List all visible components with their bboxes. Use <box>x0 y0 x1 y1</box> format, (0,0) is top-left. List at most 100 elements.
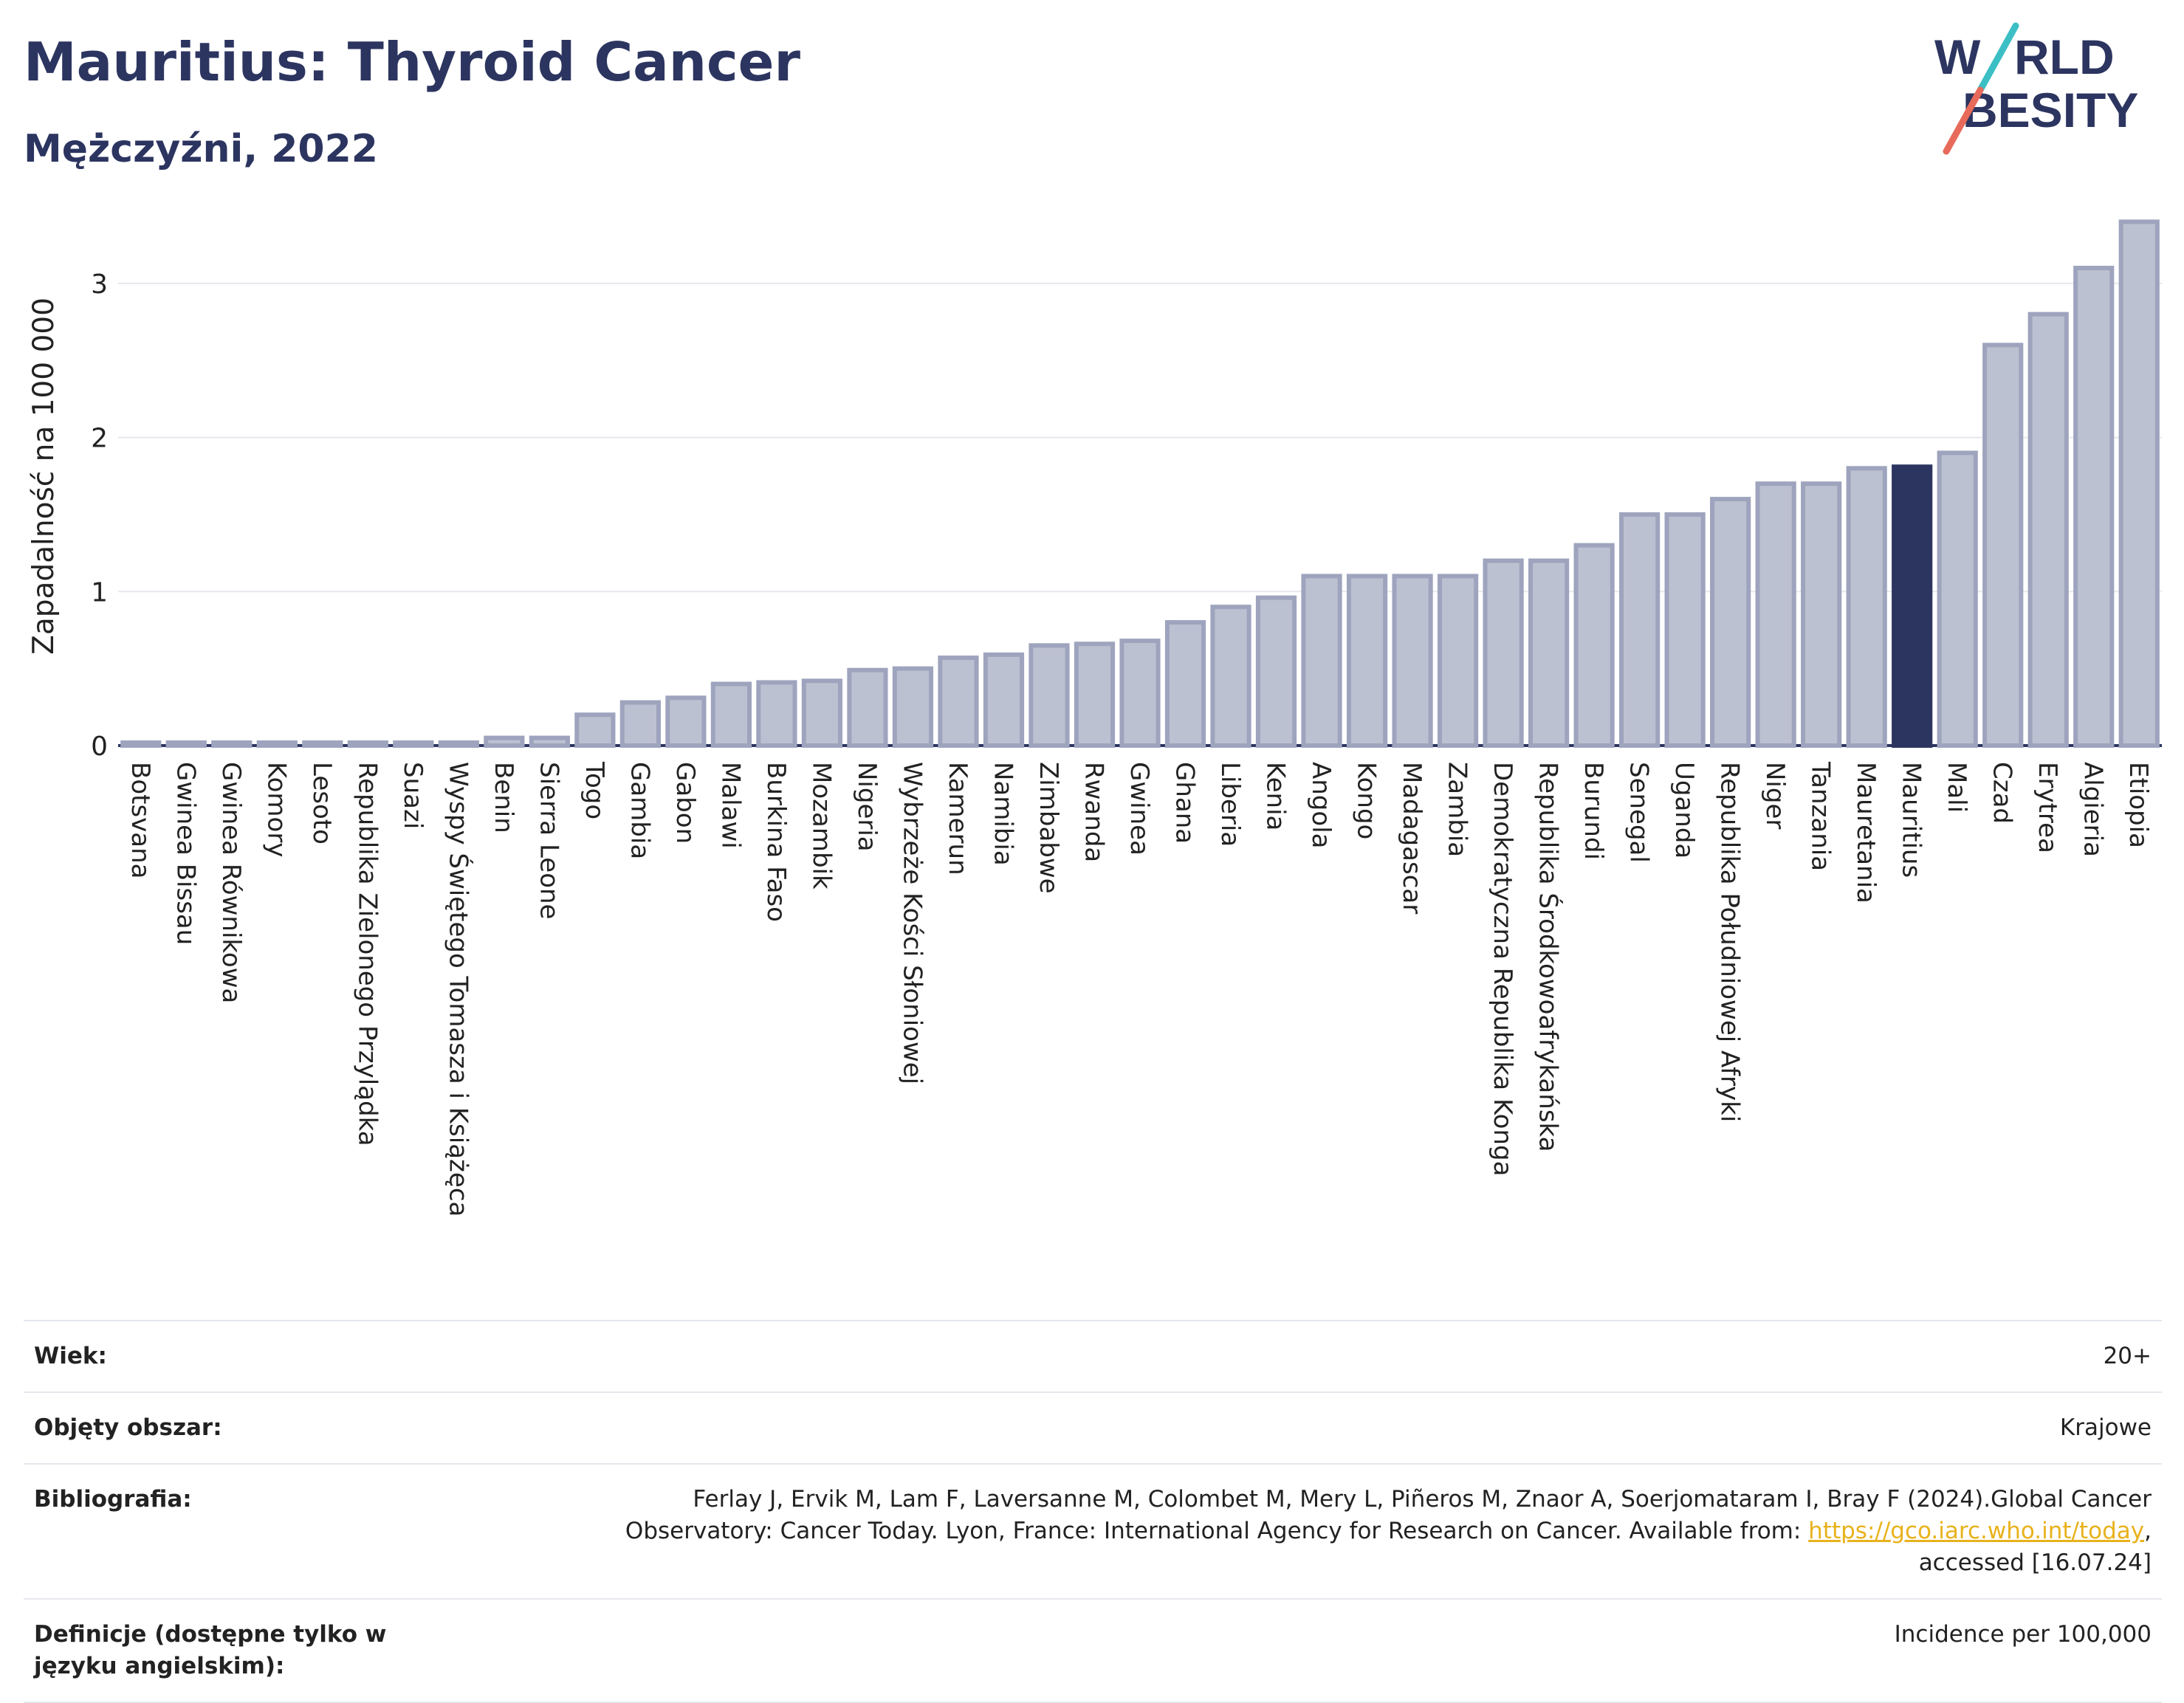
x-tick-labels: Botsvana Gwinea Bissau Gwinea Równikowa Kom… <box>126 761 2153 1217</box>
bar-gambia <box>619 700 661 749</box>
x-tick-label: Nigeria <box>852 762 882 852</box>
x-tick-label: Etiopia <box>2123 762 2153 848</box>
x-tick-label: Wyspy Świętego Tomasza i Książęca <box>443 762 473 1217</box>
x-tick-label: Madagascar <box>1397 762 1426 914</box>
bar-niger <box>1755 481 1796 749</box>
bar-madagascar <box>1392 574 1433 748</box>
x-tick-label: Republika Zielonego Przylądka <box>352 762 382 1146</box>
x-tick-label: Kamerun <box>943 762 972 875</box>
x-tick-label: Senegal <box>1624 762 1654 863</box>
bar-republika-środkowoafrykańska <box>1528 558 1570 749</box>
svg-text:RLD: RLD <box>2014 30 2115 84</box>
x-tick-label: Burundi <box>1579 762 1608 860</box>
bar-botsvana <box>120 740 162 748</box>
bar-suazi <box>393 740 434 748</box>
page-subtitle: Mężczyźni, 2022 <box>24 127 378 171</box>
bars <box>120 219 2160 749</box>
definitions-value: Incidence per 100,000 <box>1894 1621 2152 1648</box>
info-table: Wiek: 20+ Objęty obszar: Krajowe Bibliog… <box>24 1320 2162 1703</box>
x-tick-label: Erytrea <box>2033 762 2062 853</box>
x-tick-label: Angola <box>1306 762 1336 848</box>
bar-gabon <box>665 695 707 748</box>
bar-rwanda <box>1074 641 1116 748</box>
bar-republika-południowej-afryki <box>1710 497 1751 749</box>
bibliography-line-1: Ferlay J, Ervik M, Lam F, Laversanne M, … <box>693 1486 2152 1513</box>
x-tick-label: Gambia <box>625 762 654 859</box>
svg-text:W: W <box>1934 30 1981 84</box>
x-tick-label: Mauretania <box>1851 762 1881 904</box>
y-axis-label: Zapadalność na 100 000 <box>27 297 61 655</box>
bar-burkina-faso <box>756 680 797 748</box>
x-tick-label: Czad <box>1988 762 2017 824</box>
footer-row-bibliography: Bibliografia: Ferlay J, Ervik M, Lam F, … <box>24 1463 2162 1598</box>
y-tick-label: 1 <box>91 577 108 608</box>
x-tick-label: Benin <box>489 762 518 833</box>
x-tick-label: Republika Południowej Afryki <box>1715 762 1745 1122</box>
x-tick-label: Botsvana <box>126 762 155 879</box>
bar-etiopia <box>2118 219 2160 749</box>
bar-mauretania <box>1846 466 1887 748</box>
bibliography-line-3: accessed [16.07.24] <box>1918 1549 2152 1576</box>
bar-wyspy-świętego-tomasza-i-książęca <box>438 740 479 748</box>
footer-row-area: Objęty obszar: Krajowe <box>24 1391 2162 1463</box>
bar-demokratyczna-republika-konga <box>1483 558 1524 749</box>
age-key: Wiek: <box>34 1343 107 1369</box>
bar-kenia <box>1255 595 1297 748</box>
world-obesity-logo: W RLD BESITY <box>1934 22 2138 155</box>
x-tick-label: Gabon <box>670 762 700 844</box>
x-tick-label: Komory <box>261 762 291 857</box>
bar-gwinea <box>1119 639 1161 749</box>
source-link[interactable]: https://gco.iarc.who.int/today <box>1808 1518 2145 1544</box>
bibliography-line-2: Observatory: Cancer Today. Lyon, France:… <box>625 1518 1809 1544</box>
y-tick-label: 2 <box>91 424 108 454</box>
footer-row-age: Wiek: 20+ <box>24 1320 2162 1391</box>
bar-wybrzeże-kości-słoniowej <box>892 666 934 748</box>
bar-tanzania <box>1801 481 1842 749</box>
x-tick-label: Gwinea Bissau <box>171 762 200 945</box>
x-tick-label: Zambia <box>1443 762 1472 857</box>
bar-nigeria <box>847 667 888 749</box>
bar-czad <box>1982 343 2024 748</box>
bar-liberia <box>1210 605 1251 748</box>
x-tick-label: Rwanda <box>1079 762 1108 862</box>
bar-malawi <box>710 681 752 748</box>
x-tick-label: Ghana <box>1170 762 1200 844</box>
x-tick-label: Zimbabwe <box>1034 762 1063 894</box>
x-tick-label: Niger <box>1760 762 1790 829</box>
x-tick-label: Uganda <box>1669 762 1699 859</box>
y-tick-label: 3 <box>91 269 108 300</box>
age-value: 20+ <box>2103 1343 2152 1369</box>
bar-zambia <box>1437 574 1479 748</box>
bibliography-value: Ferlay J, Ervik M, Lam F, Laversanne M, … <box>477 1484 2152 1579</box>
x-tick-label: Gwinea <box>1124 762 1154 856</box>
definitions-key: Definicje (dostępne tylko w języku angie… <box>34 1621 387 1679</box>
x-tick-label: Liberia <box>1215 762 1245 847</box>
x-tick-label: Tanzania <box>1806 761 1836 871</box>
bar-lesoto <box>302 740 343 748</box>
bar-kamerun <box>938 656 979 748</box>
page-title: Mauritius: Thyroid Cancer <box>24 31 801 93</box>
bar-benin <box>484 735 525 749</box>
bar-republika-zielonego-przylądka <box>347 740 388 748</box>
bar-gwinea-bissau <box>165 740 207 748</box>
footer-row-definitions: Definicje (dostępne tylko w języku angie… <box>24 1598 2162 1703</box>
x-tick-label: Mauritius <box>1897 762 1926 878</box>
bar-komory <box>256 740 298 748</box>
bar-sierra-leone <box>529 735 570 749</box>
bar-zimbabwe <box>1029 643 1070 749</box>
y-tick-label: 0 <box>91 732 108 762</box>
bar-senegal <box>1619 512 1661 749</box>
bar-angola <box>1301 574 1342 748</box>
x-tick-label: Togo <box>580 761 609 819</box>
bibliography-key: Bibliografia: <box>34 1486 192 1513</box>
y-tick-labels: 0 1 2 3 <box>91 269 108 762</box>
bar-togo <box>574 712 616 748</box>
bar-erytrea <box>2027 312 2069 748</box>
bar-mozambik <box>801 678 843 749</box>
svg-text:BESITY: BESITY <box>1962 83 2138 137</box>
x-tick-label: Namibia <box>988 762 1017 866</box>
x-tick-label: Kongo <box>1352 762 1381 839</box>
x-tick-label: Gwinea Równikowa <box>216 762 246 1003</box>
bar-mauritius <box>1892 464 1933 748</box>
area-value: Krajowe <box>2059 1414 2152 1441</box>
